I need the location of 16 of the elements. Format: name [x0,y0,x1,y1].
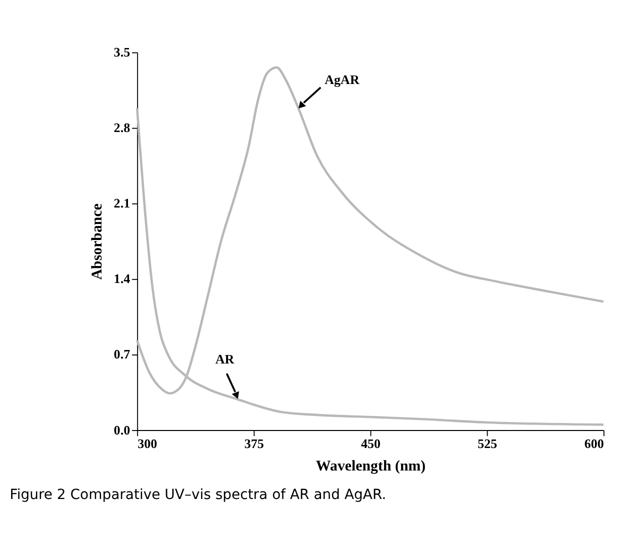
y-tick-label: 2.8 [114,120,131,136]
x-axis-title: Wavelength (nm) [316,458,426,475]
y-axis-title: Absorbance [90,203,106,280]
x-tick-label: 450 [360,436,382,452]
y-tick-label: 0.7 [114,346,131,362]
annotation: AgAR [324,72,360,88]
y-tick-label: 2.1 [114,196,130,211]
x-tick-label: 300 [138,436,158,452]
y-tick-label: 1.4 [114,271,131,286]
annotation: AR [215,351,235,366]
x-tick-label: 375 [244,436,264,452]
caption: Figure 2 Comparative UV–vis spectra of AR and AgAR. [10,487,386,504]
y-tick-label: 3.5 [114,44,131,60]
y-tick-label: 0.0 [114,422,131,438]
x-tick-label: 600 [584,436,604,452]
x-tick-label: 525 [478,436,498,452]
